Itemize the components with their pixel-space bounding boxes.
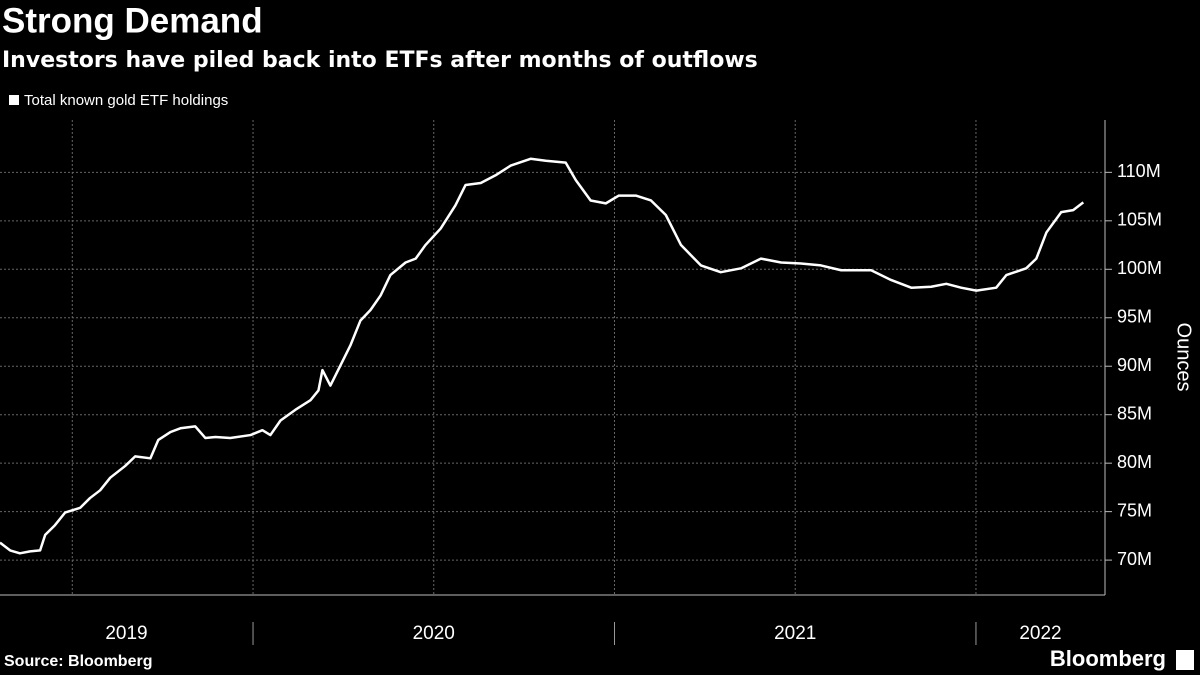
y-axis-label: Ounces	[1173, 323, 1195, 392]
y-tick-label: 80M	[1117, 452, 1152, 472]
legend-label: Total known gold ETF holdings	[24, 92, 228, 109]
y-tick-label: 100M	[1117, 258, 1162, 278]
source: Source: Bloomberg	[4, 653, 152, 670]
chart-title: Strong Demand	[2, 1, 263, 40]
y-tick-label: 95M	[1117, 307, 1152, 327]
y-tick-label: 85M	[1117, 403, 1152, 423]
x-tick-label: 2021	[774, 623, 816, 644]
data-line	[0, 157, 1085, 555]
x-tick-label: 2022	[1019, 623, 1061, 644]
brand-icon	[1176, 650, 1194, 670]
brand: Bloomberg	[1050, 646, 1166, 671]
y-tick-label: 75M	[1117, 500, 1152, 520]
x-tick-label: 2019	[105, 623, 147, 644]
legend-swatch	[9, 95, 19, 105]
x-tick-label: 2020	[413, 623, 455, 644]
y-tick-label: 90M	[1117, 355, 1152, 375]
y-tick-label: 110M	[1117, 161, 1161, 181]
chart-subtitle: Investors have piled back into ETFs afte…	[2, 48, 758, 73]
y-tick-label: 70M	[1117, 549, 1152, 569]
y-tick-label: 105M	[1117, 210, 1162, 230]
